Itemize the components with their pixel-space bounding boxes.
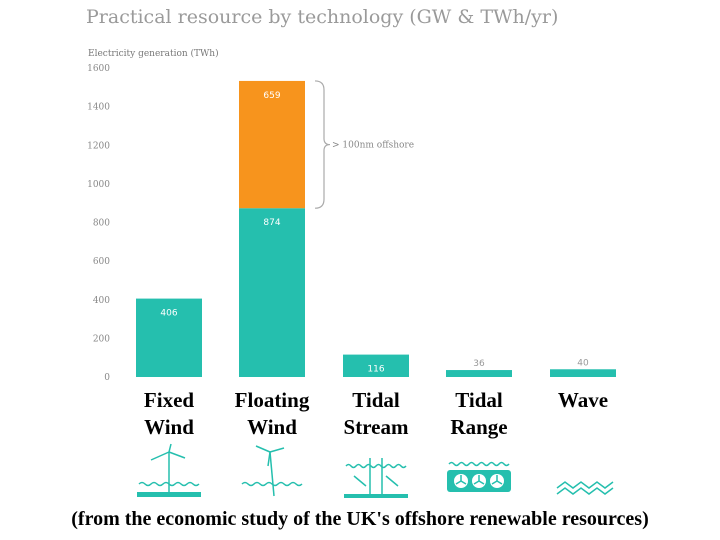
x-category-label-line: Wave bbox=[557, 388, 609, 412]
y-tick-label: 600 bbox=[93, 257, 110, 267]
bar-segment bbox=[343, 354, 409, 377]
bar-segment bbox=[446, 370, 512, 377]
x-category-label-line: Range bbox=[450, 415, 508, 439]
y-axis-label: Electricity generation (TWh) bbox=[88, 48, 219, 59]
x-category-label-line: Tidal bbox=[455, 388, 503, 412]
y-tick-label: 1400 bbox=[87, 103, 110, 113]
bar-segment bbox=[550, 369, 616, 377]
y-tick-label: 800 bbox=[93, 219, 110, 229]
bar-segment bbox=[239, 80, 305, 209]
chart-title: Practical resource by technology (GW & T… bbox=[86, 6, 559, 28]
x-category-label: Wave bbox=[528, 387, 638, 414]
bar-value-label: 116 bbox=[367, 365, 384, 375]
x-category-label-line: Stream bbox=[343, 415, 409, 439]
bar-segment bbox=[239, 208, 305, 377]
x-category-label: Tidal Range bbox=[424, 387, 534, 441]
bar-chart: Electricity generation (TWh) 0 200 400 600 80… bbox=[87, 48, 616, 498]
y-tick-label: 1000 bbox=[87, 180, 110, 190]
fixed-wind-turbine-icon bbox=[137, 443, 201, 497]
bar-value-label: 40 bbox=[577, 358, 589, 368]
y-tick-label: 1200 bbox=[87, 141, 110, 151]
y-tick-label: 400 bbox=[93, 296, 110, 306]
bar-segment bbox=[136, 298, 202, 377]
x-category-label-line: Fixed bbox=[143, 388, 195, 412]
y-tick-label: 200 bbox=[93, 334, 110, 344]
source-note: (from the economic study of the UK's off… bbox=[71, 508, 649, 530]
x-category-label-line: Floating bbox=[234, 388, 310, 412]
bar-value-label: 874 bbox=[263, 218, 280, 228]
bar-value-label: 406 bbox=[160, 309, 177, 319]
wave-icon bbox=[556, 481, 614, 495]
bar-value-label: 36 bbox=[473, 359, 485, 369]
x-category-label: Tidal Stream bbox=[321, 387, 431, 441]
floating-wind-turbine-icon bbox=[241, 445, 303, 497]
annotation-label: > 100nm offshore bbox=[332, 141, 414, 151]
x-category-label: Fixed Wind bbox=[114, 387, 224, 441]
x-category-label-line: Wind bbox=[247, 415, 297, 439]
x-category-label-line: Tidal bbox=[352, 388, 400, 412]
y-tick-label: 0 bbox=[104, 373, 110, 383]
tidal-range-barrage-icon bbox=[447, 461, 511, 492]
x-category-label-line: Wind bbox=[144, 415, 194, 439]
bar-value-label: 659 bbox=[263, 91, 280, 101]
annotation-brace bbox=[314, 80, 331, 209]
tidal-stream-turbine-icon bbox=[344, 458, 408, 498]
x-category-label: Floating Wind bbox=[217, 387, 327, 441]
y-tick-label: 1600 bbox=[87, 64, 110, 74]
